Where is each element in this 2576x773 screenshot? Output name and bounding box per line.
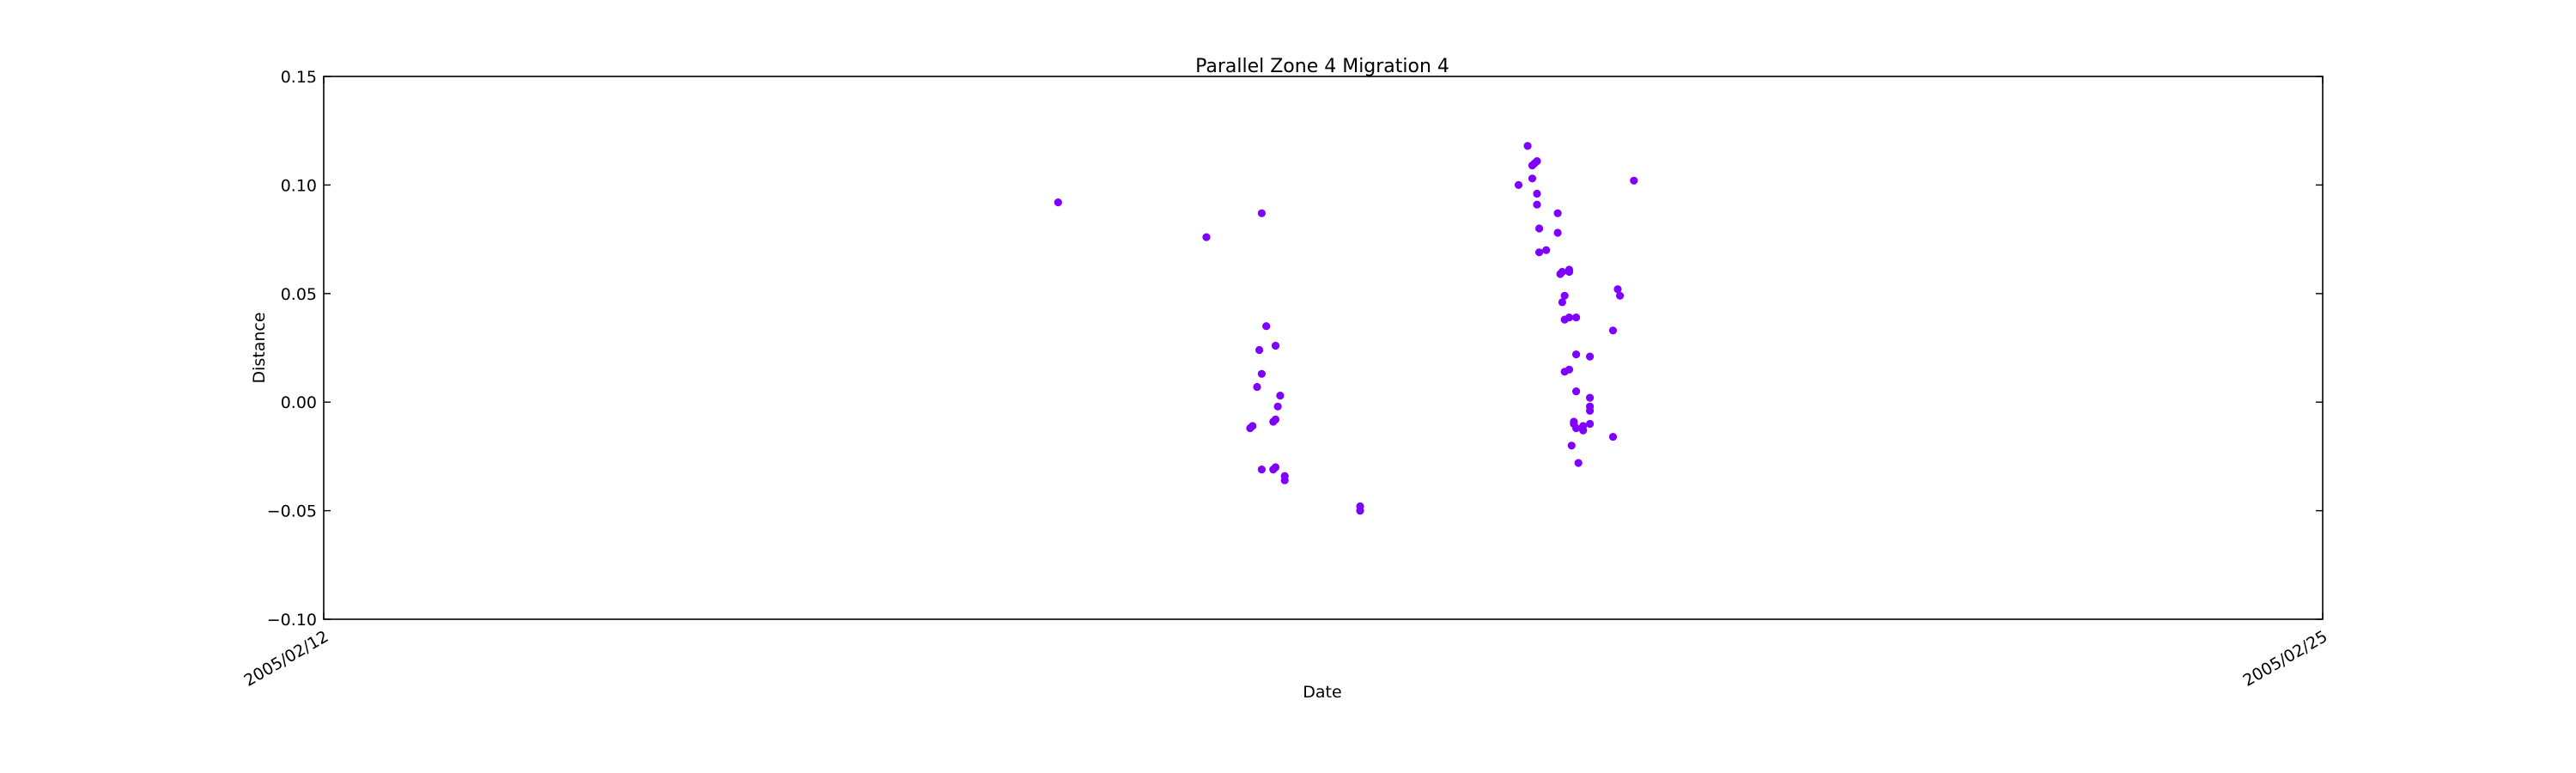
- data-point: [1542, 246, 1551, 254]
- data-point: [1535, 248, 1544, 257]
- y-axis-label: Distance: [250, 312, 269, 383]
- data-point: [1273, 402, 1282, 411]
- data-point: [1586, 419, 1595, 429]
- data-point: [1572, 423, 1581, 433]
- data-point: [1533, 200, 1541, 209]
- data-point: [1533, 189, 1541, 198]
- data-point: [1564, 267, 1574, 277]
- data-point: [1579, 426, 1588, 435]
- data-point: [1246, 423, 1255, 433]
- plot-frame: [323, 76, 2324, 620]
- data-point: [1616, 291, 1625, 300]
- data-point: [1556, 270, 1564, 278]
- data-point: [1257, 209, 1266, 217]
- data-point: [1560, 368, 1569, 376]
- data-point: [1280, 476, 1289, 484]
- y-tick-label: 0.00: [281, 393, 317, 412]
- y-tick-label: −0.05: [267, 502, 317, 521]
- data-point: [1271, 463, 1280, 472]
- data-point: [1630, 176, 1638, 185]
- y-tick-label: 0.10: [281, 176, 317, 195]
- data-point: [1269, 417, 1278, 426]
- data-point: [1253, 382, 1261, 392]
- data-point: [1567, 441, 1576, 450]
- data-point: [1560, 315, 1569, 324]
- data-point: [1514, 180, 1523, 189]
- data-point: [1257, 466, 1266, 474]
- data-point: [1613, 285, 1622, 294]
- data-point: [1572, 313, 1581, 322]
- data-point: [1535, 224, 1544, 233]
- data-point: [1560, 291, 1569, 300]
- data-point: [1356, 507, 1364, 515]
- data-point: [1262, 322, 1271, 331]
- data-point: [1202, 233, 1211, 241]
- y-tick-label: −0.10: [267, 611, 317, 630]
- data-point: [1574, 459, 1583, 467]
- data-point: [1255, 345, 1264, 355]
- data-point: [1054, 198, 1062, 207]
- data-point: [1553, 228, 1562, 237]
- data-point: [1586, 352, 1595, 361]
- data-point: [1572, 387, 1581, 396]
- data-point: [1586, 393, 1595, 402]
- x-axis-label: Date: [1303, 683, 1341, 702]
- y-tick-label: 0.15: [281, 68, 317, 87]
- chart-title: Parallel Zone 4 Migration 4: [1195, 56, 1449, 77]
- data-point: [1530, 159, 1539, 167]
- data-point: [1608, 326, 1618, 335]
- data-point: [1523, 142, 1532, 150]
- data-point: [1572, 350, 1581, 359]
- points-layer: [1054, 142, 1638, 515]
- data-point: [1528, 174, 1537, 183]
- data-point: [1553, 209, 1562, 217]
- data-point: [1276, 392, 1285, 400]
- data-point: [1586, 406, 1595, 415]
- y-tick-label: 0.05: [281, 285, 317, 304]
- data-point: [1608, 433, 1618, 441]
- data-point: [1271, 341, 1280, 350]
- data-point: [1558, 298, 1566, 307]
- data-point: [1257, 369, 1266, 378]
